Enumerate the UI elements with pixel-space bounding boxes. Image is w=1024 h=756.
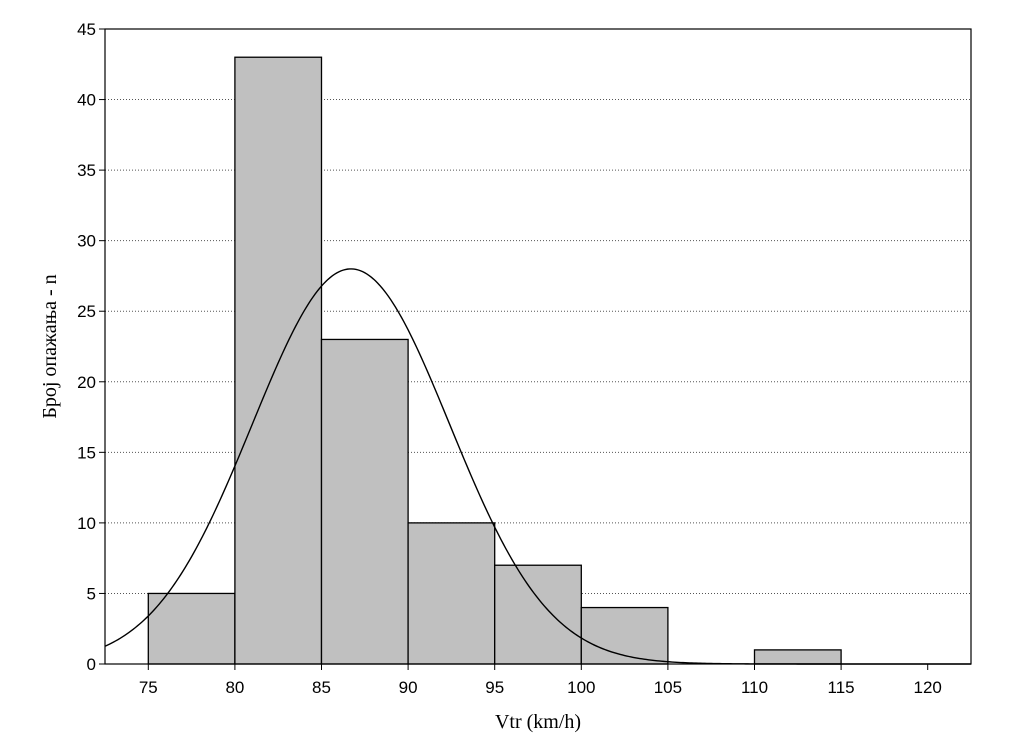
x-tick-label: 100	[567, 678, 595, 697]
x-tick-label: 85	[312, 678, 331, 697]
histogram-bars	[147, 56, 842, 665]
y-tick-label: 40	[77, 91, 96, 110]
x-tick-label: 105	[654, 678, 682, 697]
y-tick-label: 30	[77, 232, 96, 251]
y-tick-label: 45	[77, 20, 96, 39]
y-tick-label: 10	[77, 514, 96, 533]
y-tick-label: 25	[77, 302, 96, 321]
histogram-bar	[407, 522, 496, 665]
histogram-bar	[234, 56, 323, 665]
x-tick-label: 115	[828, 678, 855, 697]
x-tick-label: 80	[225, 678, 244, 697]
histogram-bar	[494, 564, 582, 665]
y-tick-label: 35	[77, 161, 96, 180]
histogram-bar	[753, 649, 842, 665]
y-axis-label: Број опажања - n	[39, 274, 61, 418]
x-tick-label: 90	[399, 678, 418, 697]
x-tick-label: 110	[741, 678, 768, 697]
x-tick-label: 75	[139, 678, 158, 697]
histogram-bar	[580, 606, 669, 665]
y-tick-label: 5	[87, 584, 96, 603]
x-axis-ticks: 75 80 85 90 95 100 105 110 115 120	[139, 664, 942, 697]
y-axis-ticks: 0 5 10 15 20 25 30 35 40 45	[77, 20, 105, 674]
histogram-bar	[320, 338, 409, 665]
x-axis-label: Vtr (km/h)	[495, 711, 581, 733]
x-tick-label: 120	[914, 678, 942, 697]
x-tick-label: 95	[485, 678, 504, 697]
plot-frame	[104, 28, 972, 665]
y-tick-label: 0	[87, 655, 96, 674]
y-tick-label: 15	[77, 443, 96, 462]
y-tick-label: 20	[77, 373, 96, 392]
histogram-bar	[147, 592, 236, 665]
